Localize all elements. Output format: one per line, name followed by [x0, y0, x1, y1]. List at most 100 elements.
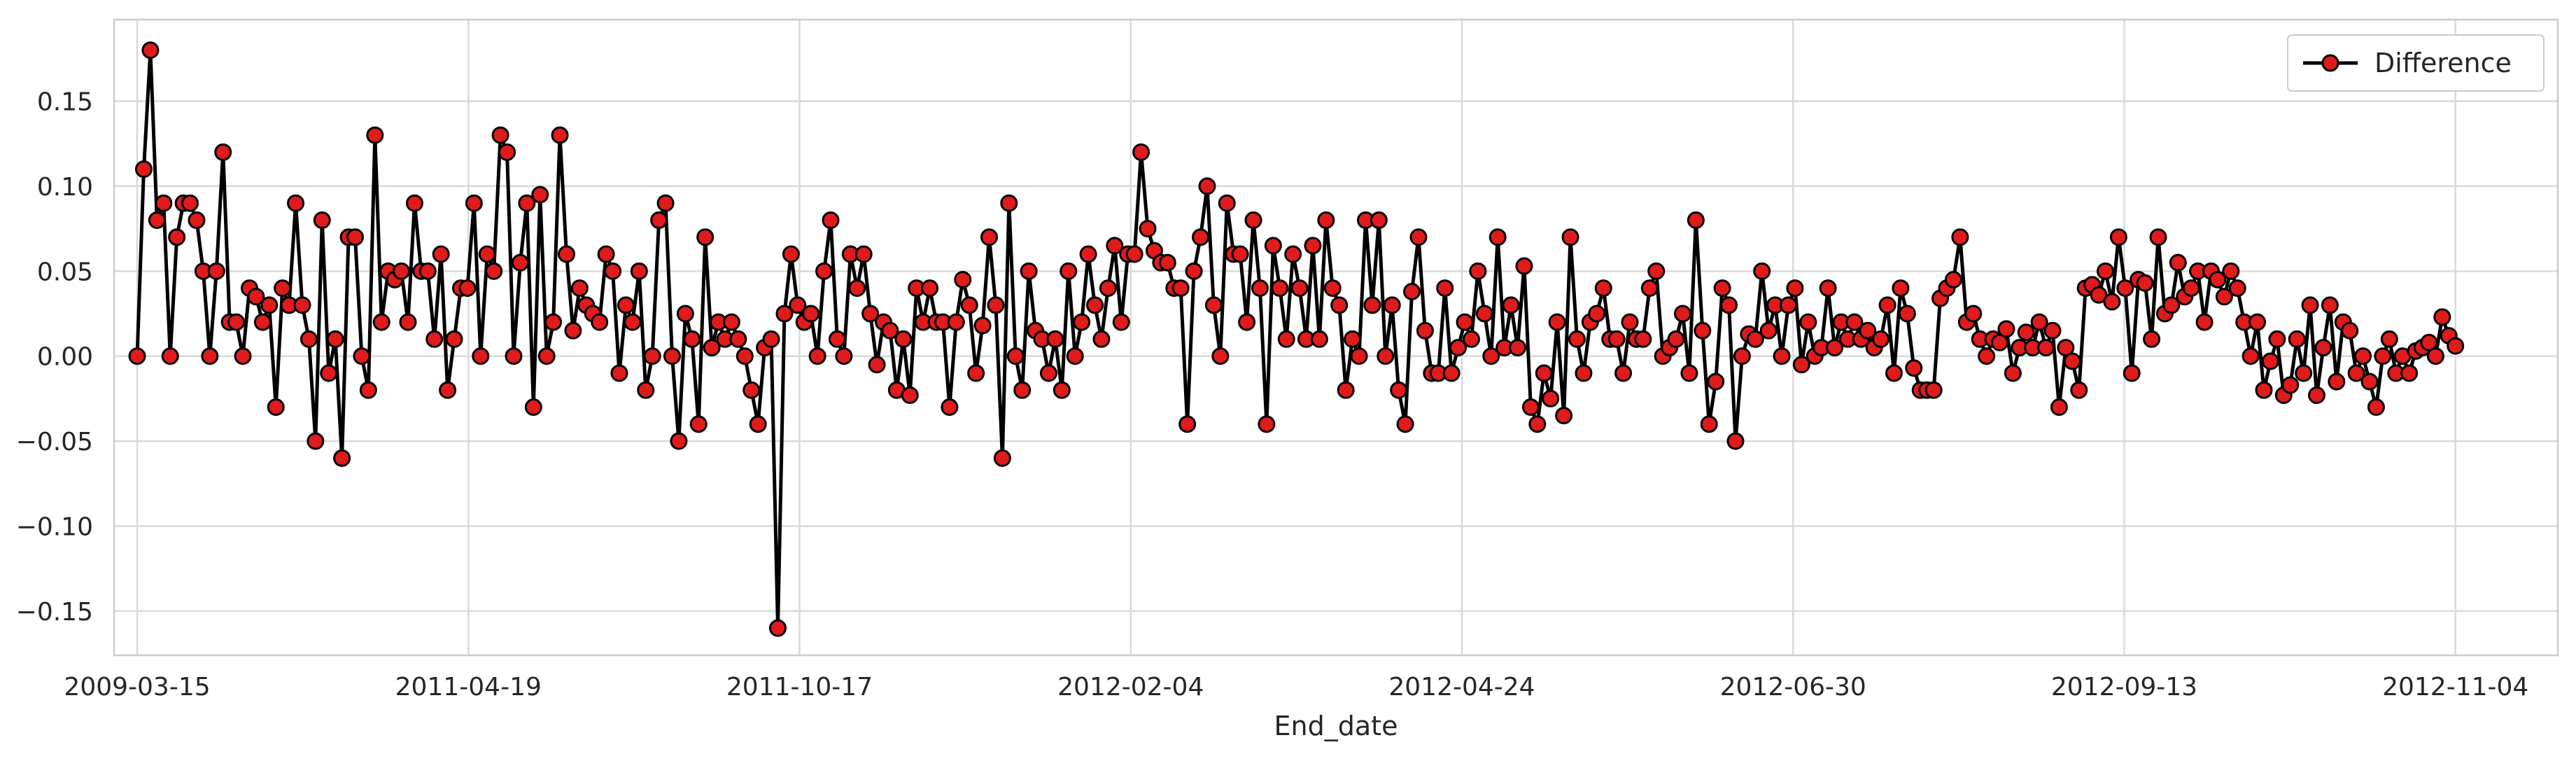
- data-point: [505, 347, 523, 365]
- data-point: [1370, 211, 1388, 229]
- data-point: [822, 211, 840, 229]
- data-point: [1231, 245, 1249, 263]
- data-point: [1277, 330, 1295, 348]
- data-point: [2149, 228, 2167, 246]
- x-tick-label: 2012-06-30: [1720, 673, 1866, 701]
- data-point: [2070, 381, 2088, 399]
- data-point: [531, 186, 549, 204]
- data-point: [458, 279, 477, 298]
- data-point: [2400, 364, 2419, 382]
- data-point: [1304, 237, 1322, 255]
- data-point: [2420, 333, 2438, 351]
- data-point: [366, 126, 384, 144]
- data-point: [808, 347, 826, 365]
- data-point: [2030, 313, 2048, 331]
- data-point: [663, 347, 681, 365]
- data-point: [1383, 296, 1401, 314]
- data-point: [1363, 296, 1381, 314]
- y-tick-label: 0.00: [37, 343, 93, 372]
- data-point: [1251, 279, 1269, 298]
- data-point: [1713, 279, 1731, 298]
- data-point: [901, 386, 919, 405]
- data-point: [1720, 296, 1738, 314]
- data-point: [2374, 347, 2392, 365]
- data-point: [439, 381, 457, 399]
- data-point: [1594, 279, 1612, 298]
- data-point: [1614, 364, 1633, 382]
- data-point: [1469, 262, 1487, 280]
- data-point: [2447, 337, 2465, 355]
- data-point: [1244, 211, 1262, 229]
- data-point: [1475, 305, 1493, 323]
- data-point: [1310, 330, 1328, 348]
- data-point: [1548, 313, 1566, 331]
- data-point: [544, 313, 563, 331]
- data-point: [2090, 286, 2108, 304]
- data-point: [2169, 253, 2187, 272]
- data-point: [617, 296, 635, 314]
- data-point: [418, 262, 437, 280]
- y-tick-label: −0.15: [16, 598, 93, 627]
- data-point: [1799, 313, 1817, 331]
- data-point: [591, 313, 609, 331]
- data-point: [1185, 262, 1203, 280]
- data-point: [1898, 305, 1916, 323]
- data-point: [749, 415, 767, 433]
- data-point: [432, 245, 450, 263]
- data-point: [1211, 347, 1230, 365]
- data-point: [524, 398, 542, 417]
- data-point: [1694, 321, 1712, 340]
- data-point: [1132, 143, 1150, 161]
- data-point: [1053, 381, 1071, 399]
- data-point: [1568, 330, 1586, 348]
- data-point: [2241, 347, 2260, 365]
- data-point: [485, 262, 503, 280]
- data-point: [967, 364, 985, 382]
- data-point: [854, 245, 873, 263]
- data-point: [1006, 347, 1025, 365]
- data-point: [1106, 237, 1124, 255]
- data-point: [1317, 211, 1335, 229]
- y-axis-ticks: −0.15 −0.10 −0.05 0.00 0.05 0.10 0.15: [16, 88, 93, 627]
- data-series: [128, 41, 2465, 637]
- data-point: [359, 381, 377, 399]
- data-point: [1521, 398, 1540, 417]
- data-point: [650, 211, 668, 229]
- data-point: [2043, 321, 2062, 340]
- data-point: [742, 381, 761, 399]
- data-point: [676, 305, 694, 323]
- data-point: [1588, 305, 1606, 323]
- data-point: [1621, 313, 1639, 331]
- data-point: [2255, 381, 2273, 399]
- data-point: [1112, 313, 1130, 331]
- data-point: [604, 262, 622, 280]
- data-point: [253, 313, 272, 331]
- data-point: [1892, 279, 1910, 298]
- data-point: [1707, 372, 1725, 391]
- data-point: [2321, 296, 2339, 314]
- data-point: [696, 228, 715, 246]
- data-point: [954, 270, 972, 288]
- data-point: [2136, 274, 2154, 292]
- x-axis-title: End_date: [1274, 711, 1398, 741]
- data-point: [134, 160, 153, 179]
- data-point: [346, 228, 364, 246]
- data-point: [1416, 321, 1434, 340]
- data-point: [1073, 313, 1091, 331]
- y-tick-label: 0.10: [37, 173, 93, 202]
- data-point: [2017, 323, 2035, 342]
- data-point: [1039, 364, 1057, 382]
- data-point: [393, 262, 411, 280]
- data-point: [1125, 245, 1143, 263]
- legend: Difference: [2287, 34, 2545, 92]
- data-point: [848, 279, 866, 298]
- data-point: [293, 296, 311, 314]
- data-point: [2063, 352, 2081, 370]
- data-point: [1139, 220, 1157, 238]
- data-point: [1344, 330, 1362, 348]
- data-point: [188, 211, 206, 229]
- data-point: [1951, 228, 1969, 246]
- data-point: [1449, 339, 1468, 357]
